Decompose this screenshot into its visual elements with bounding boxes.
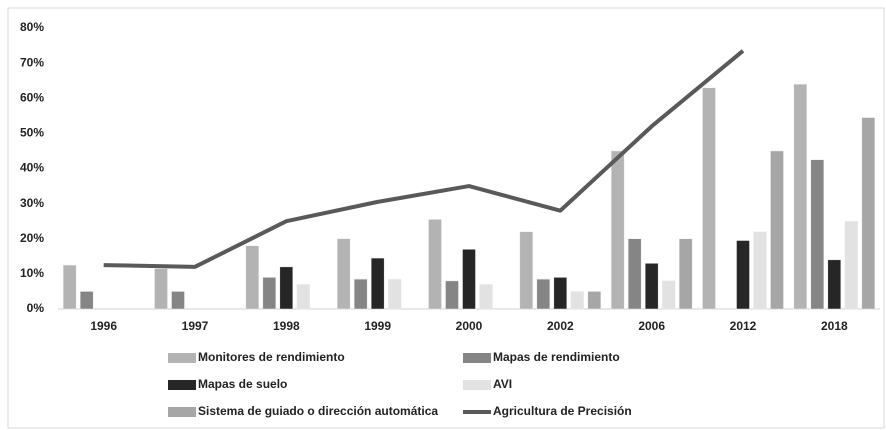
bar: [644, 263, 659, 310]
bar: [844, 220, 859, 310]
bar: [79, 291, 94, 310]
bar: [627, 238, 642, 310]
y-tick-label: 60%: [20, 90, 44, 104]
x-tick-label: 1999: [364, 319, 391, 333]
bar: [62, 264, 77, 310]
bar: [810, 159, 825, 310]
bar: [678, 238, 693, 310]
x-tick-label: 2006: [638, 319, 665, 333]
bar: [570, 291, 585, 310]
legend-label: Agricultura de Precisión: [493, 404, 632, 418]
bar: [370, 257, 385, 310]
legend-swatch: [168, 380, 196, 390]
bar: [793, 83, 808, 310]
line-series: [103, 49, 745, 269]
bar: [553, 277, 568, 310]
bar: [827, 259, 842, 310]
legend-label: Mapas de suelo: [198, 377, 287, 391]
bar: [770, 150, 784, 310]
bar: [279, 266, 294, 310]
x-tick-label: 2018: [821, 319, 848, 333]
legend-label: Sistema de guiado o dirección automática: [198, 404, 438, 418]
y-tick-label: 0%: [27, 301, 45, 315]
bar: [245, 245, 260, 310]
legend-label: Monitores de rendimiento: [198, 350, 345, 364]
y-tick-label: 30%: [20, 196, 44, 210]
bar: [353, 278, 368, 310]
x-tick-label: 2002: [547, 319, 574, 333]
bar: [519, 231, 534, 310]
bar: [661, 280, 676, 310]
bar: [610, 150, 625, 310]
legend-swatch: [168, 407, 196, 417]
bar: [587, 291, 602, 310]
chart-border: [7, 7, 885, 429]
bar: [428, 219, 442, 310]
x-tick-label: 1998: [273, 319, 300, 333]
y-tick-label: 50%: [20, 126, 44, 140]
y-tick-label: 20%: [20, 231, 44, 245]
bar: [479, 284, 493, 310]
y-tick-label: 80%: [20, 20, 44, 34]
bar: [736, 240, 750, 310]
x-tick-label: 2000: [456, 319, 483, 333]
y-tick-label: 10%: [20, 266, 44, 280]
x-tick-label: 1997: [182, 319, 209, 333]
bar: [387, 278, 402, 310]
bar: [753, 231, 767, 310]
bar: [262, 277, 277, 310]
bar: [462, 249, 476, 310]
legend-swatch: [463, 380, 491, 390]
x-tick-label: 2012: [730, 319, 757, 333]
legend-swatch: [168, 353, 196, 363]
bar: [702, 87, 716, 310]
bar: [536, 278, 551, 310]
bar: [296, 284, 311, 310]
bar: [171, 291, 185, 310]
bar: [861, 117, 876, 310]
x-tick-label: 1996: [90, 319, 117, 333]
bar: [445, 280, 459, 310]
bar: [154, 268, 168, 310]
bar: [336, 238, 351, 310]
legend-swatch: [463, 353, 491, 363]
y-tick-label: 40%: [20, 161, 44, 175]
y-tick-label: 70%: [20, 55, 44, 69]
legend-label: Mapas de rendimiento: [493, 350, 620, 364]
legend-label: AVI: [493, 377, 512, 391]
